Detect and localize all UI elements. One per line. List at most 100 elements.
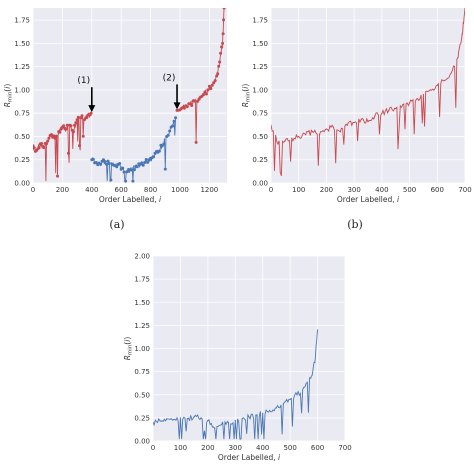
x-tick-label: 400 [256, 444, 269, 452]
y-tick-label: 0.50 [134, 391, 150, 399]
data-point [168, 129, 172, 133]
data-point [317, 329, 319, 331]
data-point [174, 116, 178, 120]
data-point [227, 421, 229, 424]
annotation-label-2: (2) [163, 73, 176, 83]
data-point [289, 398, 291, 400]
data-point [284, 140, 286, 142]
data-point [144, 158, 148, 161]
series-line-1 [153, 329, 319, 440]
data-point [207, 420, 209, 422]
y-tick-label: 1.25 [252, 63, 268, 71]
plot-area [271, 8, 465, 183]
data-point [429, 89, 431, 91]
data-point [282, 403, 284, 405]
data-point [46, 139, 50, 143]
data-point [248, 416, 250, 418]
data-point [64, 127, 68, 131]
data-point [73, 123, 77, 127]
y-tick-label: 0.00 [252, 180, 268, 188]
data-point [221, 32, 225, 36]
data-point [45, 142, 48, 146]
data-point [209, 87, 213, 91]
data-point [52, 134, 56, 138]
x-tick-label: 1000 [171, 186, 189, 194]
chart-panel-2: 0 100 200 300 400 500 600 700 0.00 0.25 0.50 0.75 1.… [241, 8, 472, 204]
data-point [305, 134, 307, 136]
data-point [310, 377, 312, 379]
data-point [190, 104, 194, 107]
data-point [213, 79, 217, 83]
x-tick-label: 700 [458, 186, 471, 194]
y-tick-label: 1.75 [252, 17, 268, 25]
data-point [33, 146, 36, 150]
data-point [214, 427, 216, 429]
data-point [314, 361, 316, 363]
plot-area [33, 8, 227, 183]
y-tick-label: 1.25 [14, 63, 30, 71]
annotation-arrow-head [173, 102, 181, 110]
data-point [221, 41, 225, 45]
x-tick-label: 0 [151, 444, 155, 452]
data-point [67, 151, 70, 155]
data-point [49, 133, 53, 137]
data-point [58, 130, 62, 134]
y-tick-label: 0.75 [134, 368, 150, 376]
annotation-arrow-head [88, 105, 96, 113]
data-point [124, 179, 128, 183]
y-axis-label: Rmin(i) [241, 84, 252, 108]
chart-panel-3: 0 100 200 300 400 500 600 700 0.00 0.25 0.50 0.75 1.… [123, 253, 352, 463]
data-point [422, 94, 424, 96]
data-point [360, 119, 362, 121]
x-axis-label: Order Labelled, i [218, 453, 281, 462]
data-point [78, 144, 81, 148]
data-point [62, 124, 66, 128]
data-point [388, 109, 390, 111]
data-point [37, 146, 41, 150]
data-point [74, 121, 78, 125]
data-point [76, 115, 80, 119]
data-point [125, 170, 129, 174]
y-axis-label: Rmin(i) [3, 84, 14, 108]
data-point [162, 142, 166, 146]
data-point [217, 64, 221, 68]
y-tick-label: 0.50 [14, 133, 30, 141]
data-point [185, 105, 189, 109]
y-axis-label: Rmin(i) [123, 337, 134, 361]
y-tick-label: 1.25 [134, 322, 150, 330]
data-point [374, 115, 376, 117]
data-point [80, 114, 84, 118]
y-tick-label: 1.75 [14, 17, 30, 25]
x-tick-label: 100 [292, 186, 305, 194]
y-tick-label: 0.25 [134, 414, 150, 422]
x-tick-label: 600 [311, 444, 324, 452]
data-point [202, 93, 205, 97]
panel-label-a: (a) [109, 218, 124, 231]
data-point [135, 165, 139, 169]
data-point [153, 421, 154, 424]
x-tick-label: 400 [85, 186, 98, 194]
data-point [75, 118, 79, 122]
y-tick-label: 0.75 [14, 110, 30, 118]
data-point [207, 84, 211, 88]
data-point [157, 149, 161, 153]
data-point [115, 165, 119, 169]
data-point [457, 56, 459, 58]
data-point [234, 420, 236, 422]
y-tick-label: 0.75 [252, 110, 268, 118]
data-point [94, 161, 98, 164]
data-point [65, 123, 69, 127]
data-point [210, 83, 214, 87]
chart-panel-1: 0 200 400 600 800 1000 1200 0.00 0.25 0.50 0.75 1.0… [3, 8, 227, 204]
y-tick-label: 1.00 [134, 345, 150, 353]
y-tick-label: 2.00 [134, 253, 150, 261]
data-point [255, 414, 257, 416]
data-point [204, 92, 208, 96]
data-point [262, 412, 264, 414]
data-point [146, 160, 150, 164]
data-point [436, 84, 438, 86]
data-point [186, 418, 188, 420]
data-point [296, 394, 298, 396]
data-point [220, 45, 224, 49]
data-point [402, 104, 404, 106]
